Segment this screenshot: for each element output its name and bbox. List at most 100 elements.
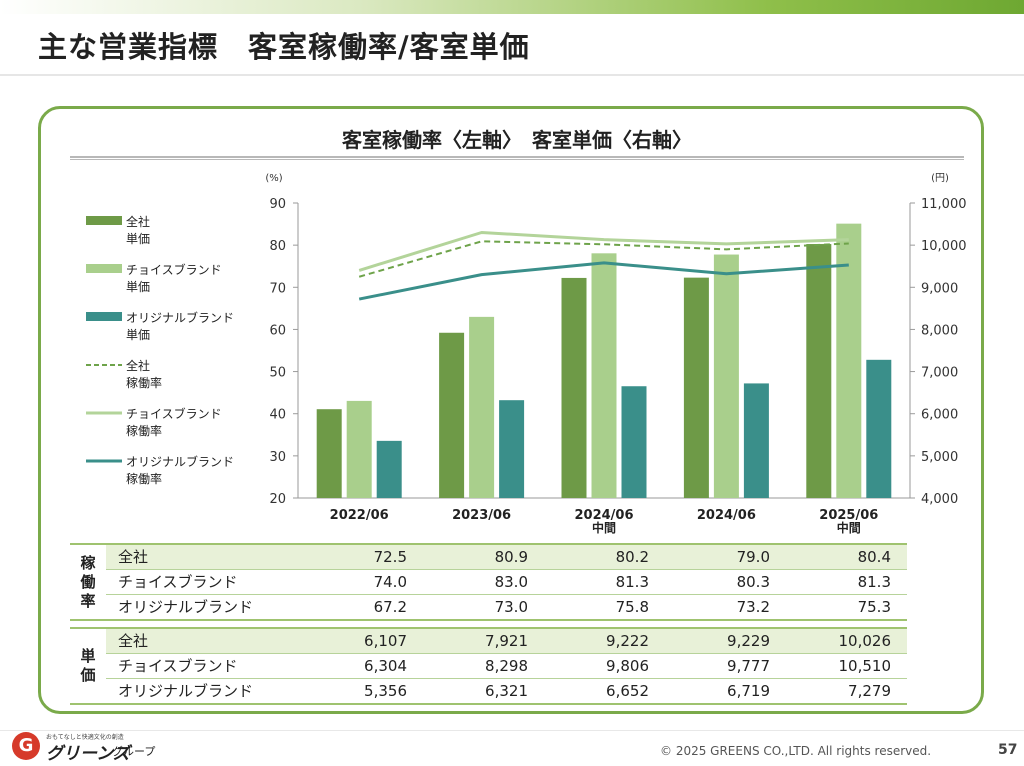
legend-label: 全社: [126, 214, 150, 229]
right-tick-label: 5,000: [921, 450, 958, 465]
right-tick-label: 9,000: [921, 281, 958, 296]
price-cell: 6,107: [302, 627, 423, 654]
right-tick-label: 6,000: [921, 408, 958, 423]
bar-0-0: [316, 409, 342, 498]
occupancy-cell: 74.0: [302, 569, 423, 595]
x-tick-label: 中間: [837, 520, 861, 535]
right-tick-label: 4,000: [921, 492, 958, 507]
right-tick-label: 11,000: [921, 197, 967, 212]
occupancy-cell: 67.2: [302, 594, 423, 621]
legend-swatch-bar: [86, 264, 122, 273]
page-title: 主な営業指標 客室稼働率/客室単価: [38, 30, 530, 64]
bar-0-4: [806, 244, 832, 498]
occupancy-row-label: チョイスブランド: [106, 569, 302, 595]
logo-tagline: おもてなしと快適文化の創造: [46, 734, 124, 741]
occupancy-cell: 80.3: [665, 569, 786, 595]
x-tick-label: 2024/06: [697, 508, 756, 523]
price-group-label: 単価: [70, 627, 106, 705]
occupancy-row-label: オリジナルブランド: [106, 594, 302, 621]
right-axis-unit: (円): [931, 173, 949, 184]
left-tick-label: 70: [269, 281, 286, 296]
bar-1-4: [836, 223, 862, 498]
left-tick-label: 90: [269, 197, 286, 212]
occupancy-cell: 80.2: [544, 543, 665, 570]
price-cell: 9,222: [544, 627, 665, 654]
line-series-0: [358, 240, 849, 278]
occupancy-table: 稼働率全社 72.5 80.9 80.2 79.0 80.4 チョイスブランド 74.0 83.…: [70, 543, 907, 621]
price-row: チョイスブランド 6,304 8,298 9,806 9,777 10,510: [70, 653, 907, 679]
left-tick-label: 40: [269, 408, 286, 423]
price-row: 単価全社 6,107 7,921 9,222 9,229 10,026: [70, 627, 907, 705]
x-tick-label: 2024/06: [574, 508, 633, 523]
x-tick-label: 中間: [592, 520, 616, 535]
price-cell: 6,304: [302, 653, 423, 679]
occupancy-cell: 81.3: [544, 569, 665, 595]
bar-2-0: [376, 440, 402, 498]
price-cell: 6,719: [665, 678, 786, 705]
price-cell: 10,510: [786, 653, 907, 679]
legend-label: チョイスブランド: [126, 262, 222, 277]
bar-2-1: [499, 400, 525, 498]
price-cell: 8,298: [423, 653, 544, 679]
right-tick-label: 7,000: [921, 366, 958, 381]
bar-2-2: [621, 386, 647, 498]
occupancy-cell: 81.3: [786, 569, 907, 595]
company-logo: G おもてなしと快適文化の創造 グリーンズ グループ: [12, 732, 172, 764]
legend-label: 単価: [126, 232, 150, 246]
occupancy-cell: 80.9: [423, 543, 544, 570]
legend-label: 稼働率: [126, 471, 162, 486]
legend-swatch-bar: [86, 216, 122, 225]
price-row-label: チョイスブランド: [106, 653, 302, 679]
page-number: 57: [998, 742, 1018, 758]
right-tick-label: 8,000: [921, 323, 958, 338]
bar-0-1: [439, 332, 465, 498]
occupancy-row: チョイスブランド 74.0 83.0 81.3 80.3 81.3: [70, 569, 907, 595]
legend-label: 稼働率: [126, 375, 162, 390]
occupancy-cell: 75.3: [786, 594, 907, 621]
x-tick-label: 2022/06: [330, 508, 389, 523]
price-cell: 5,356: [302, 678, 423, 705]
logo-mark-icon: G: [12, 732, 40, 760]
bar-1-3: [713, 254, 739, 498]
occupancy-cell: 72.5: [302, 543, 423, 570]
price-cell: 10,026: [786, 627, 907, 654]
bar-2-3: [743, 383, 769, 498]
x-tick-label: 2023/06: [452, 508, 511, 523]
legend-label: 稼働率: [126, 423, 162, 438]
occupancy-cell: 83.0: [423, 569, 544, 595]
legend-label: 単価: [126, 280, 150, 294]
logo-suffix: グループ: [112, 745, 156, 758]
left-tick-label: 80: [269, 239, 286, 254]
copyright-text: © 2025 GREENS CO.,LTD. All rights reserv…: [660, 744, 932, 758]
price-cell: 6,321: [423, 678, 544, 705]
line-series-1: [358, 231, 849, 272]
legend-label: オリジナルブランド: [126, 310, 234, 325]
legend-label: 全社: [126, 358, 150, 373]
bar-1-2: [591, 253, 617, 498]
legend-label: 単価: [126, 328, 150, 342]
legend-label: オリジナルブランド: [126, 454, 234, 469]
price-cell: 9,777: [665, 653, 786, 679]
occupancy-row: オリジナルブランド 67.2 73.0 75.8 73.2 75.3: [70, 594, 907, 621]
left-tick-label: 30: [269, 450, 286, 465]
bar-0-3: [683, 277, 709, 498]
left-tick-label: 60: [269, 323, 286, 338]
chart-title-divider: [70, 156, 964, 160]
right-tick-label: 10,000: [921, 239, 967, 254]
price-cell: 7,279: [786, 678, 907, 705]
occupancy-cell: 73.0: [423, 594, 544, 621]
x-tick-label: 2025/06: [819, 508, 878, 523]
logo-name: グリーンズ: [46, 744, 130, 764]
legend-label: チョイスブランド: [126, 406, 222, 421]
top-accent-bar: [0, 0, 1024, 14]
occupancy-cell: 79.0: [665, 543, 786, 570]
line-series-2: [358, 261, 849, 301]
price-row-label: 全社: [106, 627, 302, 654]
bar-2-4: [866, 359, 892, 498]
occupancy-cell: 75.8: [544, 594, 665, 621]
occupancy-cell: 73.2: [665, 594, 786, 621]
chart-title: 客室稼働率〈左軸〉 客室単価〈右軸〉: [342, 128, 692, 152]
bar-1-0: [346, 400, 372, 498]
bar-1-1: [469, 316, 495, 498]
